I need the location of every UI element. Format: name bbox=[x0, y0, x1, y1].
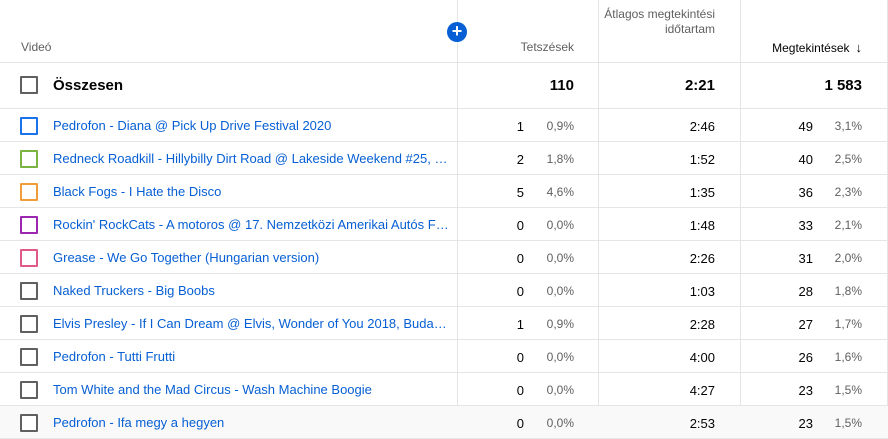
avg-view-duration: 1:03 bbox=[689, 284, 715, 299]
views-count: 23 bbox=[798, 383, 813, 398]
total-views: 1 583 bbox=[824, 77, 862, 94]
views-count: 28 bbox=[798, 284, 813, 299]
table-row[interactable]: Pedrofon - Tutti Frutti 0 0,0% 4:00 26 1,6% bbox=[0, 340, 888, 373]
header-avg-view-duration[interactable]: Átlagos megtekintési időtartam bbox=[604, 7, 715, 36]
table-row[interactable]: Rockin' RockCats - A motoros @ 17. Nemze… bbox=[0, 208, 888, 241]
views-percent: 1,5% bbox=[834, 383, 862, 397]
video-title-link[interactable]: Naked Truckers - Big Boobs bbox=[53, 283, 215, 298]
table-row[interactable]: Redneck Roadkill - Hillybilly Dirt Road … bbox=[0, 142, 888, 175]
video-title-link[interactable]: Rockin' RockCats - A motoros @ 17. Nemze… bbox=[53, 217, 449, 232]
row-checkbox[interactable] bbox=[20, 348, 38, 366]
table-row[interactable]: Naked Truckers - Big Boobs 0 0,0% 1:03 28 1,8… bbox=[0, 274, 888, 307]
views-count: 40 bbox=[798, 152, 813, 167]
likes-percent: 0,0% bbox=[546, 251, 574, 265]
avg-view-duration: 2:46 bbox=[689, 119, 715, 134]
likes-count: 0 bbox=[516, 251, 524, 266]
row-checkbox[interactable] bbox=[20, 249, 38, 267]
video-title-link[interactable]: Black Fogs - I Hate the Disco bbox=[53, 184, 222, 199]
video-title-link[interactable]: Pedrofon - Diana @ Pick Up Drive Festiva… bbox=[53, 118, 332, 133]
row-checkbox[interactable] bbox=[20, 381, 38, 399]
video-title-link[interactable]: Tom White and the Mad Circus - Wash Mach… bbox=[53, 382, 372, 397]
views-percent: 1,8% bbox=[834, 284, 862, 298]
views-count: 26 bbox=[798, 350, 813, 365]
total-avg-view-duration: 2:21 bbox=[684, 77, 715, 94]
add-metric-icon[interactable]: + bbox=[447, 22, 467, 42]
table-row[interactable]: Tom White and the Mad Circus - Wash Mach… bbox=[0, 373, 888, 406]
header-likes[interactable]: Tetszések bbox=[520, 40, 574, 54]
views-percent: 1,5% bbox=[834, 416, 862, 430]
avg-view-duration: 2:26 bbox=[689, 251, 715, 266]
video-title-link[interactable]: Pedrofon - Tutti Frutti bbox=[53, 349, 176, 364]
likes-percent: 1,8% bbox=[546, 152, 574, 166]
table-row[interactable]: Grease - We Go Together (Hungarian versi… bbox=[0, 241, 888, 274]
likes-count: 0 bbox=[516, 416, 524, 431]
views-percent: 1,6% bbox=[834, 350, 862, 364]
views-percent: 2,1% bbox=[834, 218, 862, 232]
header-views[interactable]: Megtekintések ↓ bbox=[740, 40, 862, 56]
avg-view-duration: 1:48 bbox=[689, 218, 715, 233]
total-likes: 110 bbox=[549, 77, 574, 94]
views-count: 31 bbox=[798, 251, 813, 266]
table-row[interactable]: Pedrofon - Diana @ Pick Up Drive Festiva… bbox=[0, 109, 888, 142]
likes-count: 0 bbox=[516, 383, 524, 398]
avg-view-duration: 4:00 bbox=[689, 350, 715, 365]
views-percent: 2,5% bbox=[834, 152, 862, 166]
likes-percent: 0,0% bbox=[546, 350, 574, 364]
avg-view-duration: 4:27 bbox=[689, 383, 715, 398]
views-percent: 2,3% bbox=[834, 185, 862, 199]
column-divider bbox=[740, 0, 741, 439]
views-percent: 2,0% bbox=[834, 251, 862, 265]
row-checkbox[interactable] bbox=[20, 117, 38, 135]
avg-view-duration: 2:53 bbox=[689, 416, 715, 431]
likes-percent: 0,0% bbox=[546, 383, 574, 397]
row-checkbox[interactable] bbox=[20, 414, 38, 432]
likes-count: 1 bbox=[516, 119, 524, 134]
likes-count: 5 bbox=[516, 185, 524, 200]
avg-view-duration: 1:52 bbox=[689, 152, 715, 167]
likes-percent: 0,0% bbox=[546, 284, 574, 298]
likes-percent: 4,6% bbox=[546, 185, 574, 199]
views-count: 27 bbox=[798, 317, 813, 332]
views-percent: 1,7% bbox=[834, 317, 862, 331]
row-checkbox[interactable] bbox=[20, 315, 38, 333]
table-row[interactable]: Black Fogs - I Hate the Disco 5 4,6% 1:35 36… bbox=[0, 175, 888, 208]
video-title-link[interactable]: Elvis Presley - If I Can Dream @ Elvis, … bbox=[53, 316, 449, 331]
table-header: Videó + Tetszések Átlagos megtekintési i… bbox=[0, 0, 888, 63]
column-divider bbox=[457, 0, 458, 439]
likes-count: 1 bbox=[516, 317, 524, 332]
row-checkbox[interactable] bbox=[20, 150, 38, 168]
row-checkbox[interactable] bbox=[20, 216, 38, 234]
likes-percent: 0,9% bbox=[546, 317, 574, 331]
views-count: 33 bbox=[798, 218, 813, 233]
video-title-link[interactable]: Grease - We Go Together (Hungarian versi… bbox=[53, 250, 320, 265]
views-count: 36 bbox=[798, 185, 813, 200]
video-title-link[interactable]: Pedrofon - Ifa megy a hegyen bbox=[53, 415, 225, 430]
likes-percent: 0,0% bbox=[546, 218, 574, 232]
sort-down-icon[interactable]: ↓ bbox=[855, 40, 863, 55]
likes-count: 0 bbox=[516, 218, 524, 233]
total-row: Összesen 110 2:21 1 583 bbox=[0, 63, 888, 109]
table-row[interactable]: Pedrofon - Ifa megy a hegyen 0 0,0% 2:53 23 1… bbox=[0, 406, 888, 439]
likes-count: 2 bbox=[516, 152, 524, 167]
select-all-checkbox[interactable] bbox=[20, 76, 38, 94]
video-title-link[interactable]: Redneck Roadkill - Hillybilly Dirt Road … bbox=[53, 151, 449, 166]
views-count: 49 bbox=[798, 119, 813, 134]
table-row[interactable]: Elvis Presley - If I Can Dream @ Elvis, … bbox=[0, 307, 888, 340]
row-checkbox[interactable] bbox=[20, 282, 38, 300]
likes-count: 0 bbox=[516, 284, 524, 299]
avg-view-duration: 1:35 bbox=[689, 185, 715, 200]
likes-percent: 0,9% bbox=[546, 119, 574, 133]
row-checkbox[interactable] bbox=[20, 183, 38, 201]
header-views-label: Megtekintések bbox=[772, 41, 850, 55]
total-label: Összesen bbox=[53, 77, 124, 94]
column-divider bbox=[598, 0, 599, 439]
likes-count: 0 bbox=[516, 350, 524, 365]
likes-percent: 0,0% bbox=[546, 416, 574, 430]
views-percent: 3,1% bbox=[834, 119, 862, 133]
header-video[interactable]: Videó bbox=[21, 40, 52, 54]
avg-view-duration: 2:28 bbox=[689, 317, 715, 332]
views-count: 23 bbox=[798, 416, 813, 431]
